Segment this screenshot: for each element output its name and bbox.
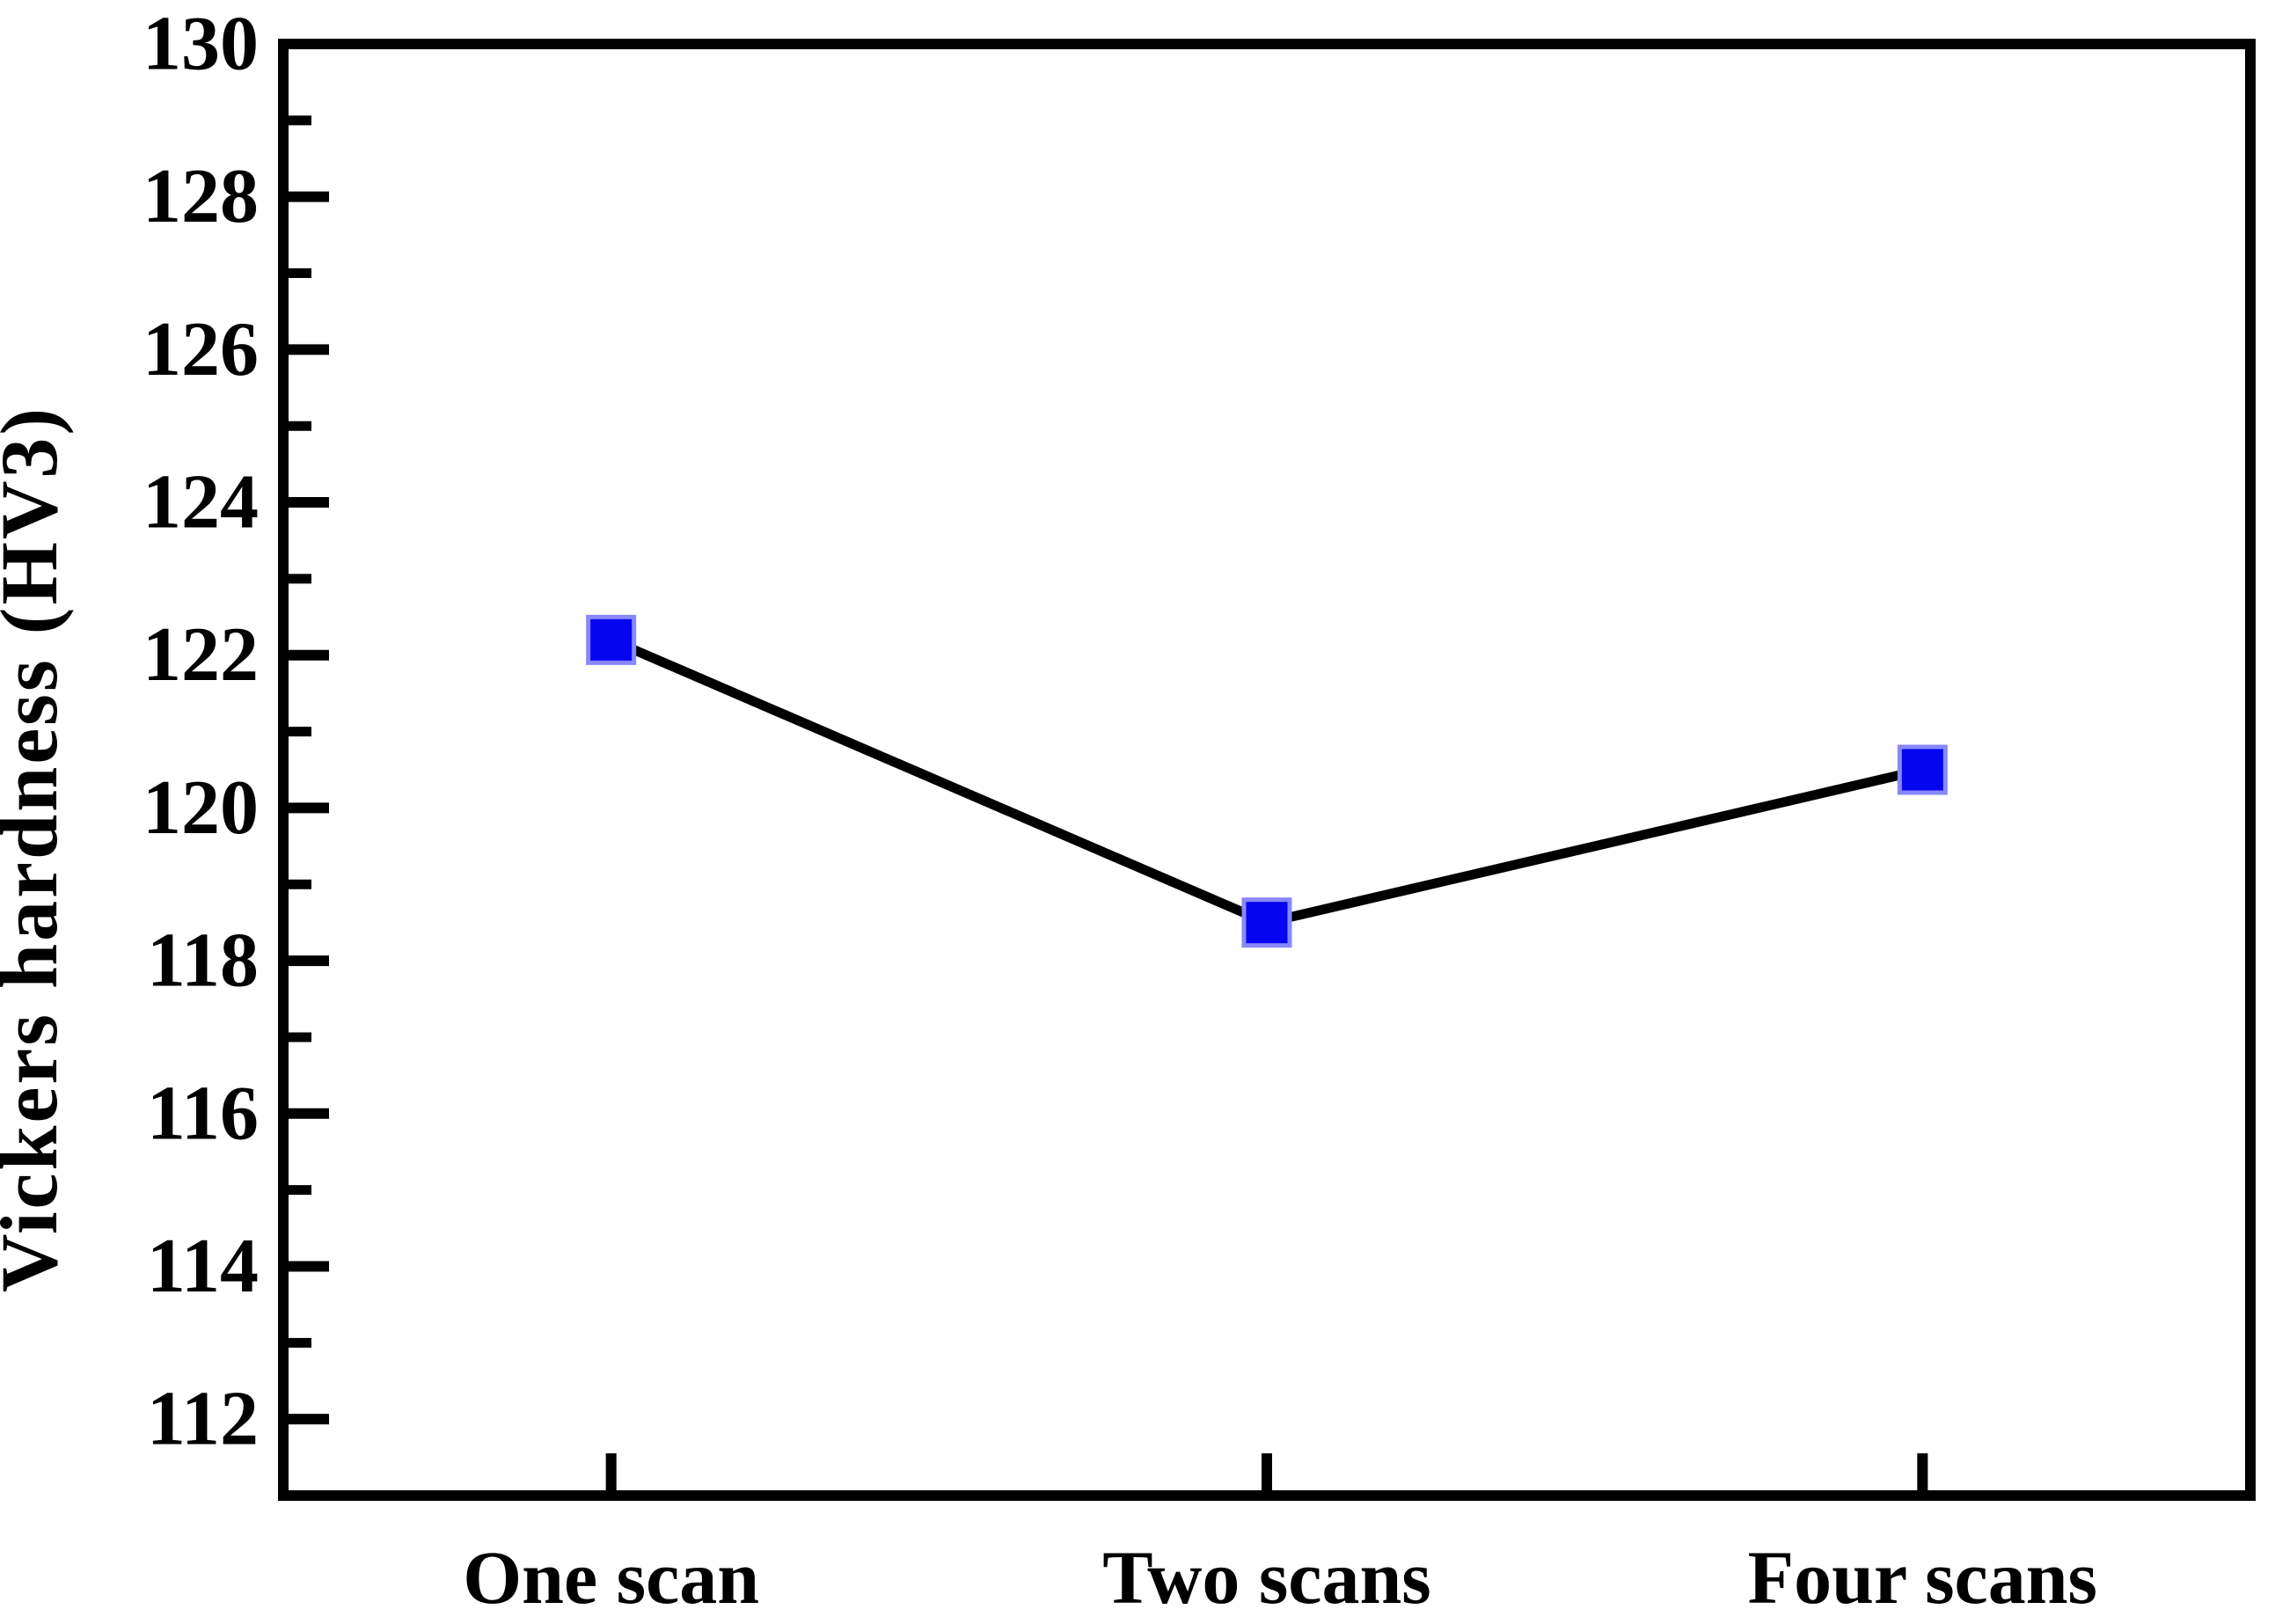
data-point-marker [1897, 744, 1948, 795]
y-tick-label: 118 [147, 918, 259, 1004]
y-axis-title: Vickers hardness (HV3) [0, 406, 74, 1292]
y-tick-label: 112 [147, 1377, 259, 1462]
data-point-marker [586, 614, 637, 665]
y-tick-label: 114 [147, 1224, 259, 1309]
y-tick-label: 126 [143, 307, 259, 392]
x-axis-category-labels: One scan Two scans Four scans [463, 1535, 2097, 1620]
x-category-label: One scan [463, 1535, 759, 1620]
x-axis-ticks [605, 1453, 1928, 1496]
y-axis-minor-ticks [283, 115, 311, 1501]
y-tick-label: 128 [143, 154, 259, 239]
plot-area-frame [278, 39, 2256, 1501]
y-axis-major-ticks [283, 39, 329, 1425]
y-tick-label: 130 [143, 2, 259, 87]
x-category-label: Two scans [1102, 1535, 1431, 1620]
y-tick-label: 124 [143, 460, 259, 545]
series-markers [586, 614, 1948, 948]
x-category-label: Four scans [1748, 1535, 2097, 1620]
data-point-marker [1241, 897, 1292, 948]
series-line [606, 634, 1928, 928]
y-tick-label: 120 [143, 765, 259, 851]
y-axis-tick-labels: 112 114 116 118 120 122 124 126 128 130 [143, 2, 259, 1462]
y-tick-label: 122 [143, 612, 259, 698]
y-tick-label: 116 [147, 1071, 259, 1156]
